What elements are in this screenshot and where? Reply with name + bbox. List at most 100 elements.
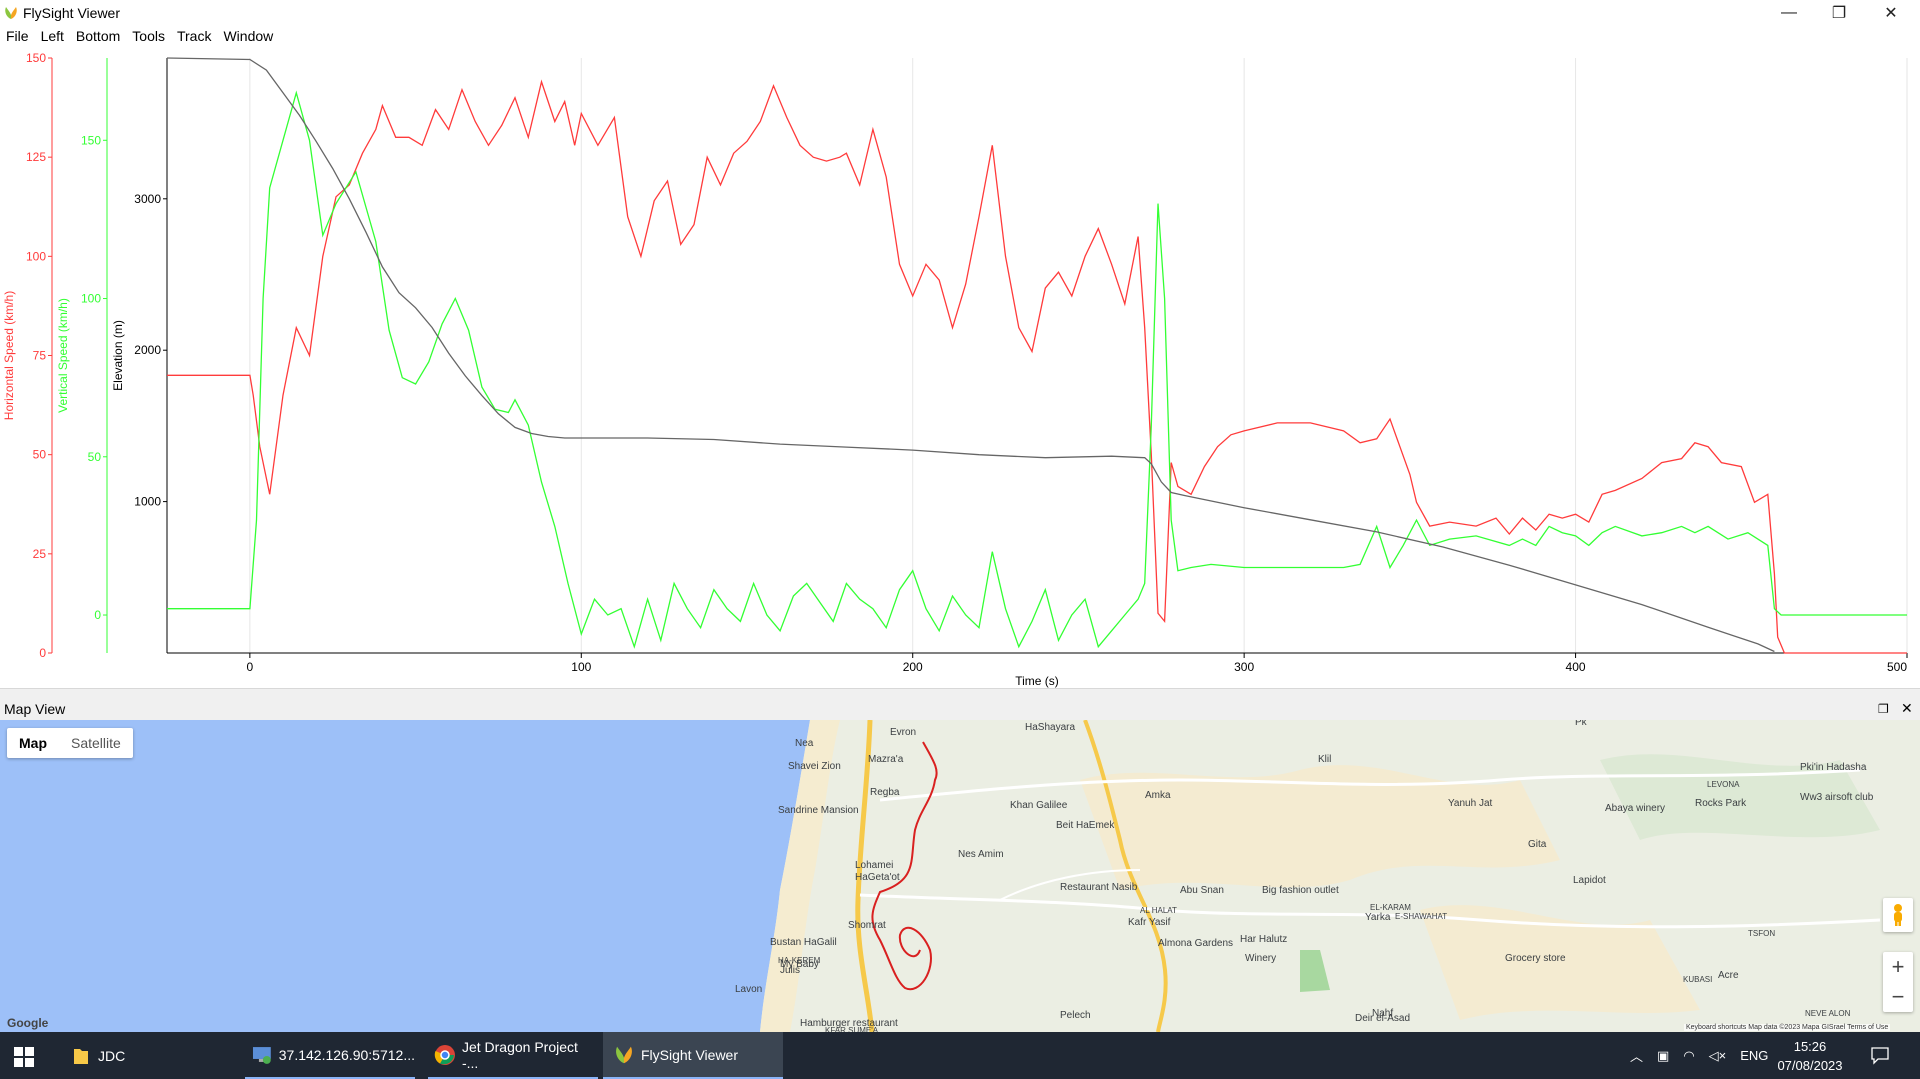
maximize-button[interactable]: ❐ <box>1831 5 1847 22</box>
plot-area[interactable]: 0 100 200 300 400 500 Time (s) 0 25 50 75 100 125 150… <box>0 48 1920 688</box>
splitter-handle[interactable] <box>0 688 1920 700</box>
map-place-label[interactable]: Mazra'a <box>868 754 904 765</box>
map-place-label[interactable]: Nahf <box>1372 1008 1393 1019</box>
map-canvas[interactable]: Evron HaShayara Nea Mazra'a Shavei Zion Regba… <box>0 720 1920 1032</box>
map-place-label[interactable]: Nes Amim <box>958 849 1004 860</box>
wifi-icon[interactable]: ◠ <box>1683 1047 1695 1063</box>
map-place-label[interactable]: HA-KEREM <box>778 956 821 965</box>
map-place-label[interactable]: Nea <box>795 738 814 749</box>
google-logo: Google <box>7 1016 49 1030</box>
map-place-label[interactable]: NEVE ALON <box>1805 1009 1851 1018</box>
folder-icon <box>74 1048 88 1064</box>
dock-close-icon[interactable]: ✕ <box>1901 700 1913 716</box>
notifications-icon[interactable] <box>1870 1045 1890 1065</box>
x-tick-label: 200 <box>903 660 923 674</box>
y-tick-label: 75 <box>33 349 47 363</box>
map-place-label[interactable]: Julis <box>780 965 800 976</box>
taskbar-item-chrome[interactable]: Jet Dragon Project -... <box>428 1032 598 1079</box>
map-place-label[interactable]: Shavei Zion <box>788 761 841 772</box>
map-place-label[interactable]: Hamburger restaurant <box>800 1018 898 1029</box>
map-place-label[interactable]: Deir el-Asad <box>1355 1013 1410 1024</box>
park-area <box>1300 950 1330 992</box>
map-place-label[interactable]: Abaya winery <box>1605 803 1665 814</box>
map-place-label[interactable]: EL-KARAM <box>1370 903 1411 912</box>
language-indicator[interactable]: ENG <box>1740 1048 1769 1063</box>
map-place-label[interactable]: Restaurant Nasib <box>1060 882 1138 893</box>
menu-window[interactable]: Window <box>223 28 274 44</box>
map-type-map-button[interactable]: Map <box>19 735 47 751</box>
map-place-label[interactable]: HaGeta'ot <box>855 872 900 883</box>
map-type-satellite-button[interactable]: Satellite <box>71 735 121 751</box>
taskbar-item-flysight[interactable]: FlySight Viewer <box>603 1032 783 1079</box>
y-tick-label: 1000 <box>134 495 161 509</box>
map-place-label[interactable]: Lavon <box>735 984 762 995</box>
street-view-pegman-icon[interactable] <box>1883 898 1913 932</box>
chevron-up-icon[interactable]: ︿ <box>1630 1049 1644 1064</box>
map-place-label[interactable]: Khan Galilee <box>1010 800 1068 811</box>
windows-start-icon[interactable] <box>14 1047 34 1067</box>
map-place-label[interactable]: My Baby <box>780 959 819 970</box>
map-place-label[interactable]: Yarka <box>1365 912 1391 923</box>
map-dock-title: Map View <box>4 701 66 717</box>
map-place-label[interactable]: Lohamei <box>855 860 893 871</box>
y-tick-label: 150 <box>81 133 101 147</box>
map-place-label[interactable]: Rocks Park <box>1695 798 1747 809</box>
map-place-label[interactable]: TSFON <box>1748 929 1775 938</box>
map-place-label[interactable]: Ww3 airsoft club <box>1800 792 1874 803</box>
map-place-label[interactable]: Klil <box>1318 754 1331 765</box>
map-place-label[interactable]: Yanuh Jat <box>1448 798 1493 809</box>
minimize-button[interactable]: — <box>1781 4 1797 21</box>
map-place-label[interactable]: Shomrat <box>848 920 886 931</box>
map-place-label[interactable]: HaShayara <box>1025 722 1075 733</box>
map-attribution[interactable]: Keyboard shortcuts Map data ©2023 Mapa G… <box>1684 1024 1891 1031</box>
menu-track[interactable]: Track <box>176 28 212 44</box>
map-place-label[interactable]: Beit HaEmek <box>1056 820 1115 831</box>
flysight-app-icon <box>5 7 17 19</box>
map-place-label[interactable]: Almona Gardens <box>1158 938 1233 949</box>
map-place-label[interactable]: Gita <box>1528 839 1547 850</box>
menu-bottom[interactable]: Bottom <box>75 28 121 44</box>
map-place-label[interactable]: Regba <box>870 787 900 798</box>
volume-muted-icon[interactable]: ◁× <box>1708 1047 1727 1063</box>
map-place-label[interactable]: Acre <box>1718 970 1739 981</box>
map-place-label[interactable]: E-SHAWAHAT <box>1395 912 1447 921</box>
x-tick-label: 400 <box>1566 660 1586 674</box>
sea-area <box>0 720 810 1032</box>
x-tick-label: 500 <box>1887 660 1907 674</box>
dock-float-icon[interactable]: ❐ <box>1878 702 1889 716</box>
map-place-label[interactable]: Big fashion outlet <box>1262 885 1339 896</box>
land-area <box>1420 905 1700 1020</box>
window-title: FlySight Viewer <box>23 5 121 21</box>
zoom-out-button[interactable]: − <box>1891 984 1905 1009</box>
clock[interactable]: 15:26 07/08/2023 <box>1770 1037 1850 1075</box>
map-place-label[interactable]: Amka <box>1145 790 1171 801</box>
map-place-label[interactable]: Evron <box>890 727 916 738</box>
map-place-label[interactable]: LEVONA <box>1707 780 1740 789</box>
taskbar-item-jdc[interactable]: JDC <box>60 1032 190 1079</box>
map-place-label[interactable]: Pki'in Hadasha <box>1800 762 1867 773</box>
map-place-label[interactable]: Grocery store <box>1505 953 1566 964</box>
meet-now-icon[interactable]: ▣ <box>1657 1047 1670 1063</box>
taskbar-label: FlySight Viewer <box>641 1046 739 1063</box>
map-place-label[interactable]: KFAR SUME'A <box>825 1026 879 1032</box>
map-place-label[interactable]: Lapidot <box>1573 875 1606 886</box>
map-place-label[interactable]: Sandrine Mansion <box>778 805 859 816</box>
menu-file[interactable]: File <box>6 28 29 44</box>
map-view[interactable]: Evron HaShayara Nea Mazra'a Shavei Zion Regba… <box>0 720 1920 1032</box>
map-place-label[interactable]: Abu Snan <box>1180 885 1224 896</box>
map-place-label[interactable]: AL HALAT <box>1140 906 1177 915</box>
taskbar-item-remote-desktop[interactable]: 37.142.126.90:5712... <box>245 1032 415 1079</box>
menu-left[interactable]: Left <box>40 28 64 44</box>
system-tray: ︿ ▣ ◠ ◁× ENG <box>1630 1032 1768 1079</box>
zoom-in-button[interactable]: + <box>1891 954 1905 979</box>
map-place-label[interactable]: Har Halutz <box>1240 934 1287 945</box>
map-place-label[interactable]: Kafr Yasif <box>1128 917 1171 928</box>
map-place-label[interactable]: Winery <box>1245 953 1276 964</box>
map-place-label[interactable]: Bustan HaGalil <box>770 937 837 948</box>
menu-tools[interactable]: Tools <box>132 28 165 44</box>
map-place-label[interactable]: Pelech <box>1060 1010 1091 1021</box>
map-place-label[interactable]: KUBASI <box>1683 975 1712 984</box>
close-button[interactable]: ✕ <box>1884 5 1898 22</box>
map-place-label[interactable]: Pk <box>1575 720 1588 728</box>
